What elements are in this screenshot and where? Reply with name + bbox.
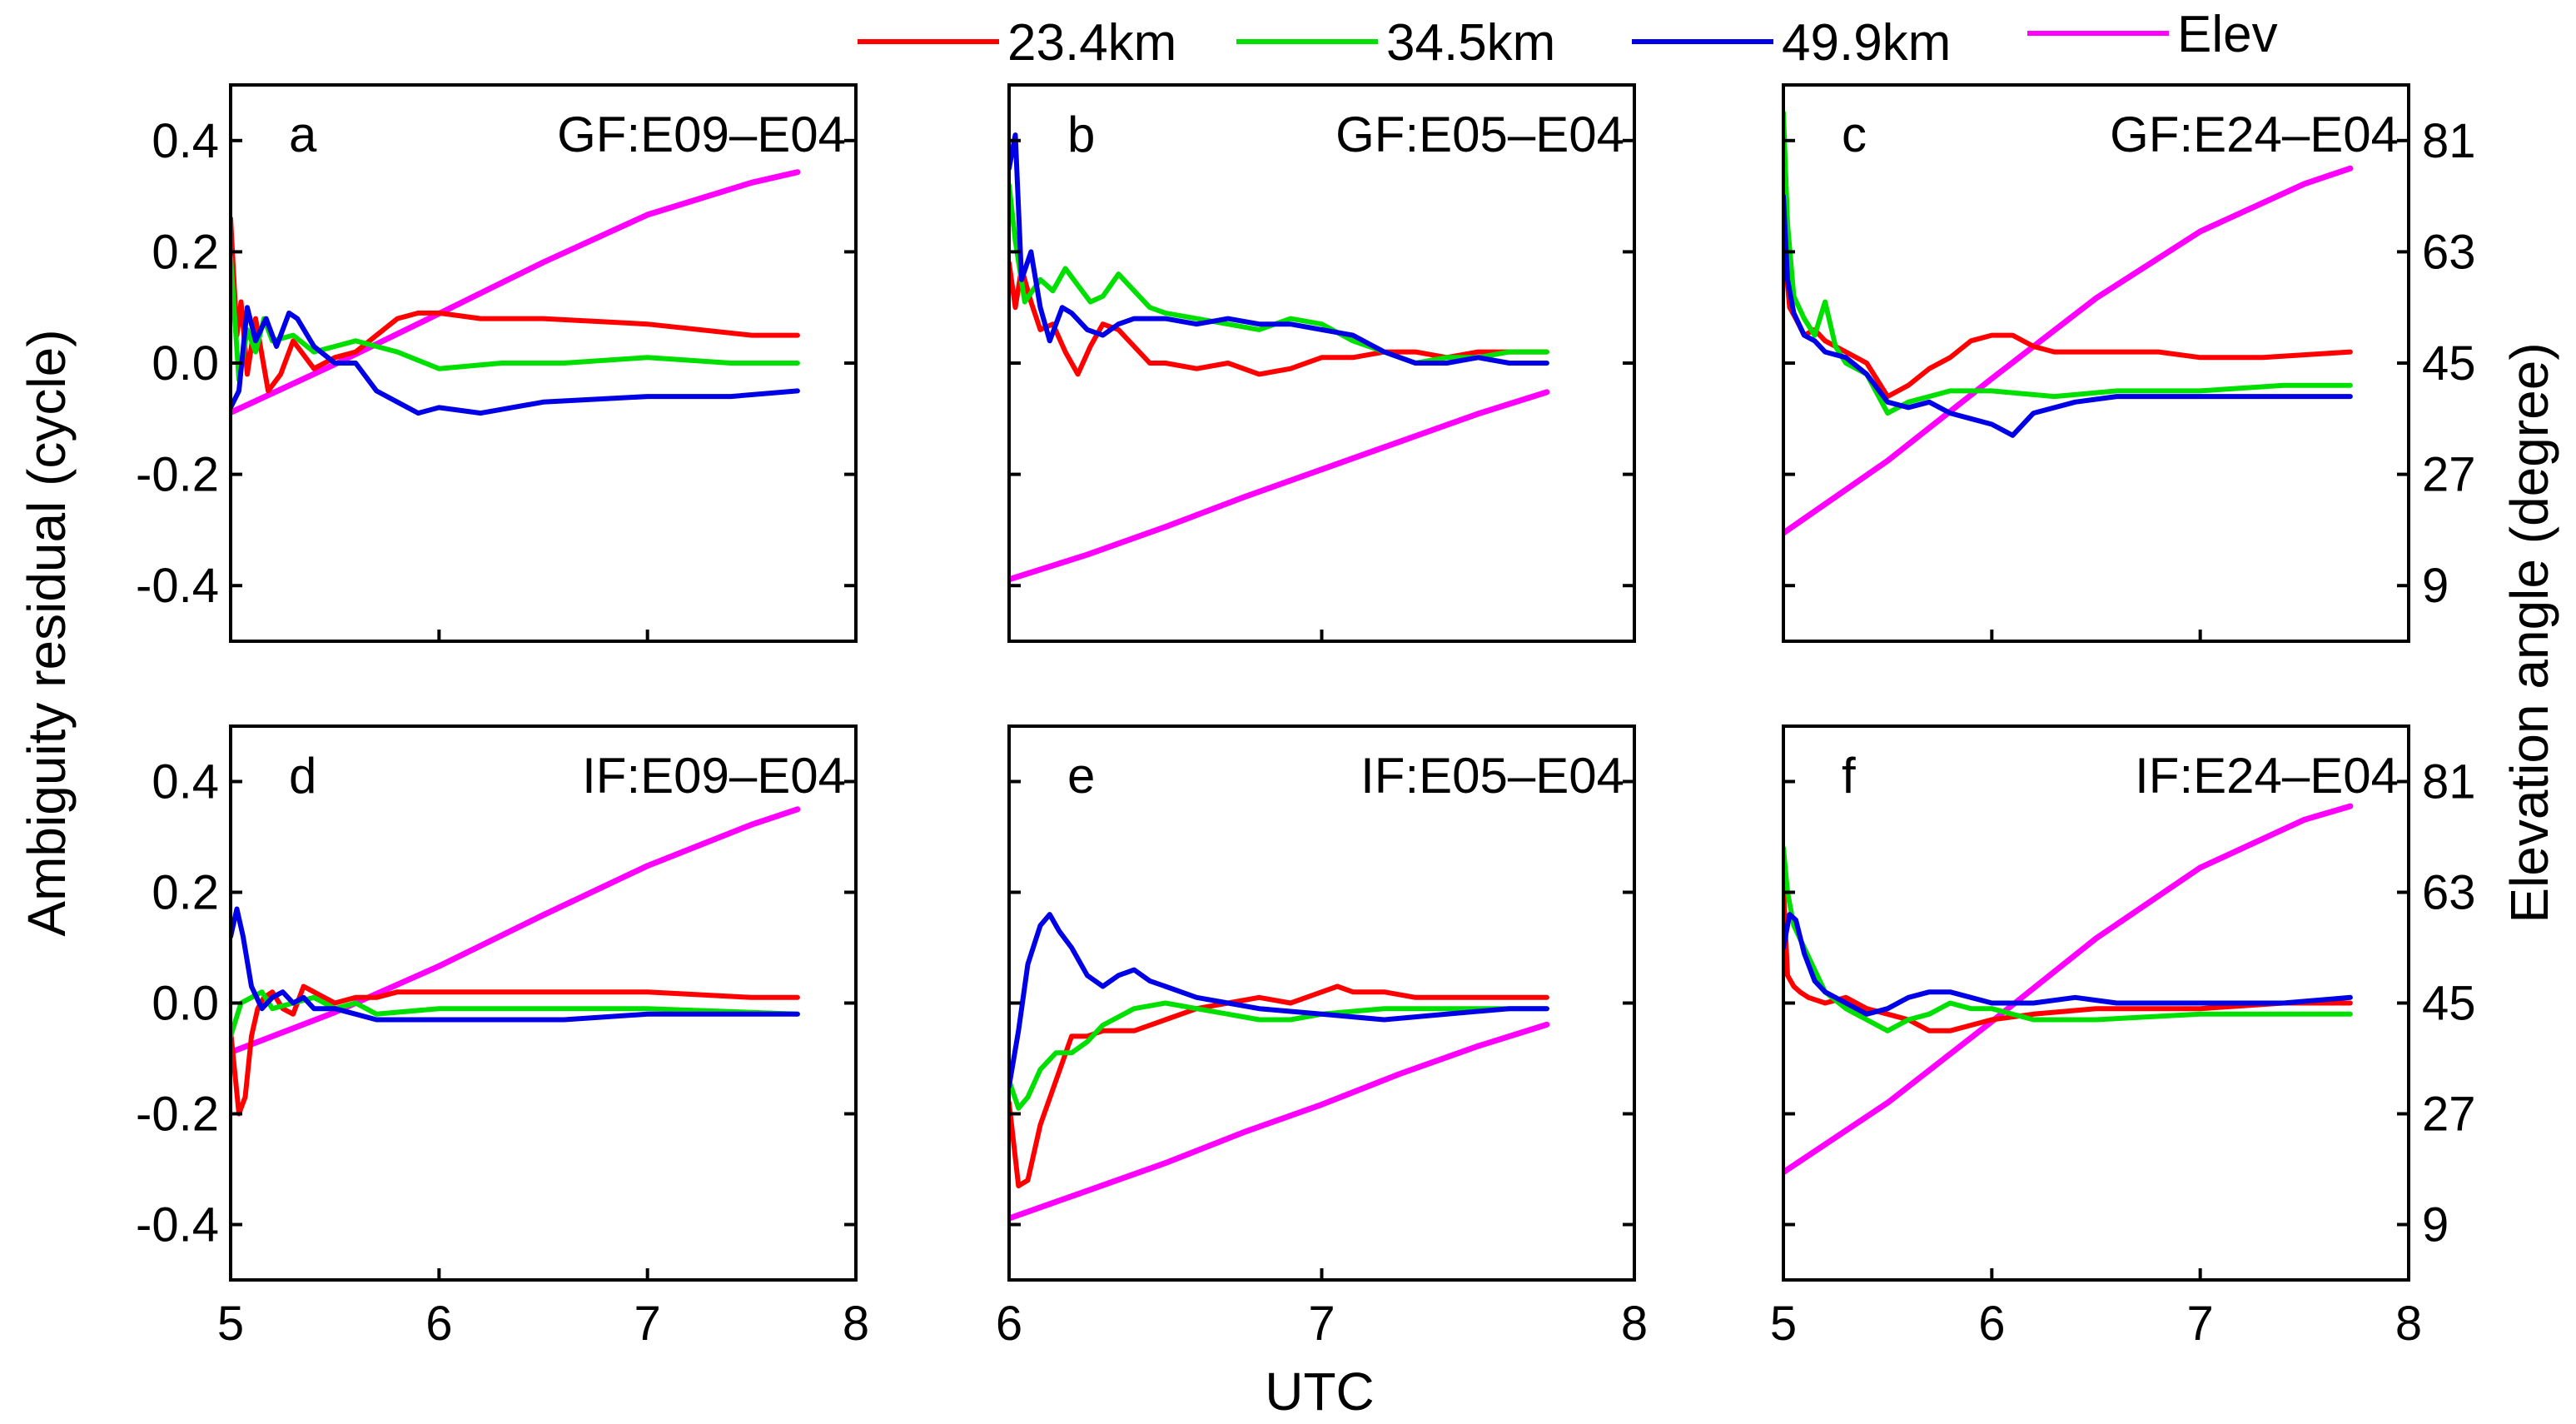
series-line-e-elev: [1009, 1021, 1550, 1222]
panel-a: 0.4 0.2 0.0 -0.2 -0.4 a GF:E09–E04: [136, 83, 858, 643]
y-tick-label: -0.4: [136, 1198, 219, 1252]
x-tick-label: 8: [1621, 1297, 1648, 1351]
legend: 23.4km 34.5km 49.9km Elev: [858, 6, 2278, 72]
y-tick-label: -0.2: [136, 1088, 219, 1142]
panel-label: c: [1842, 107, 1867, 162]
panel-title: IF:E05–E04: [1360, 748, 1624, 804]
panel-label: f: [1842, 748, 1856, 804]
y2-tick-label: 9: [2422, 1198, 2449, 1252]
x-tick-label: 7: [2187, 1297, 2214, 1351]
legend-label-elev: Elev: [2177, 6, 2278, 63]
right-axis-title: Elevation angle (degree): [2499, 342, 2559, 923]
panel-f: 81 63 45 27 9 5 6 7 8 f IF:E24–E04: [1770, 724, 2476, 1351]
panel-label: a: [289, 107, 317, 162]
y-tick-label: 0.0: [152, 977, 219, 1031]
y2-tick-label: 27: [2422, 1088, 2476, 1142]
panel-a-lines: [231, 169, 801, 416]
panel-d-lines: [231, 806, 801, 1117]
y-tick-label: -0.2: [136, 448, 219, 502]
y2-tick-label: 45: [2422, 336, 2476, 391]
panels: 0.4 0.2 0.0 -0.2 -0.4 a GF:E09–E04 b GF:E05–E04 8…: [136, 83, 2476, 1351]
panel-c-lines: [1783, 110, 2354, 536]
series-line-a-s23: [231, 216, 800, 394]
panel-frame: [1007, 724, 1636, 1282]
legend-label-23km: 23.4km: [1007, 14, 1176, 72]
y2-tick-label: 27: [2422, 448, 2476, 502]
series-line-e-s49: [1009, 912, 1549, 1089]
panel-title: IF:E09–E04: [582, 748, 846, 804]
y-tick-label: 0.2: [152, 225, 219, 279]
y-tick-label: 0.4: [152, 114, 219, 168]
panel-frame: [1782, 83, 2410, 643]
panel-title: IF:E24–E04: [2135, 748, 2399, 804]
x-tick-label: 7: [634, 1297, 661, 1351]
panel-b: b GF:E05–E04: [1007, 83, 1636, 643]
y-tick-label: 0.4: [152, 755, 219, 809]
series-line-c-s34: [1783, 110, 2353, 416]
legend-label-49km: 49.9km: [1782, 14, 1951, 72]
x-tick-label: 6: [996, 1297, 1022, 1351]
y2-tick-label: 63: [2422, 866, 2476, 920]
series-line-c-s23: [1783, 238, 2353, 400]
y2-tick-label: 81: [2422, 114, 2476, 168]
series-line-d-s23: [231, 983, 800, 1117]
x-tick-label: 6: [1978, 1297, 2005, 1351]
panel-e: 6 7 8 e IF:E05–E04: [996, 724, 1648, 1351]
series-line-f-s49: [1783, 912, 2353, 1017]
series-line-d-s49: [231, 906, 800, 1023]
series-line-a-s49: [231, 305, 800, 416]
y-tick-label: 0.2: [152, 866, 219, 920]
y-tick-label: -0.4: [136, 559, 219, 613]
y2-tick-label: 45: [2422, 977, 2476, 1031]
series-line-f-elev: [1783, 803, 2354, 1176]
panel-f-lines: [1783, 803, 2354, 1176]
panel-c: 81 63 45 27 9 c GF:E24–E04: [1782, 83, 2476, 643]
series-line-c-s49: [1783, 193, 2353, 438]
series-line-a-s34: [231, 255, 800, 382]
x-tick-label: 8: [2395, 1297, 2422, 1351]
panel-title: GF:E09–E04: [557, 107, 846, 162]
x-tick-label: 5: [1770, 1297, 1797, 1351]
series-line-e-s23: [1009, 983, 1549, 1188]
panel-d: 0.4 0.2 0.0 -0.2 -0.4 5 6 7 8 d IF:E09–E04: [136, 724, 869, 1351]
series-line-b-s34: [1009, 182, 1549, 366]
panel-label: e: [1067, 748, 1095, 804]
left-axis-title: Ambiguity residual (cycle): [17, 329, 77, 936]
series-line-c-elev: [1783, 165, 2354, 536]
x-tick-label: 8: [843, 1297, 869, 1351]
y2-tick-label: 81: [2422, 755, 2476, 809]
panel-title: GF:E24–E04: [2110, 107, 2399, 162]
series-line-d-elev: [231, 806, 801, 1056]
legend-label-34km: 34.5km: [1386, 14, 1555, 72]
x-tick-label: 5: [217, 1297, 244, 1351]
panel-title: GF:E05–E04: [1335, 107, 1624, 162]
y2-tick-label: 63: [2422, 225, 2476, 279]
panel-e-lines: [1009, 912, 1550, 1222]
x-tick-label: 7: [1308, 1297, 1335, 1351]
panel-label: b: [1067, 107, 1095, 162]
y2-tick-label: 9: [2422, 559, 2449, 613]
series-line-e-s34: [1009, 1000, 1549, 1111]
series-line-a-elev: [231, 169, 801, 416]
x-tick-label: 6: [425, 1297, 452, 1351]
series-line-d-s34: [231, 989, 800, 1039]
series-line-b-elev: [1009, 389, 1550, 583]
series-line-b-s49: [1009, 132, 1549, 366]
panel-label: d: [289, 748, 316, 804]
x-axis-title: UTC: [1265, 1362, 1375, 1422]
series-line-b-s23: [1009, 260, 1549, 377]
y-tick-label: 0.0: [152, 336, 219, 391]
panel-b-lines: [1009, 132, 1550, 583]
